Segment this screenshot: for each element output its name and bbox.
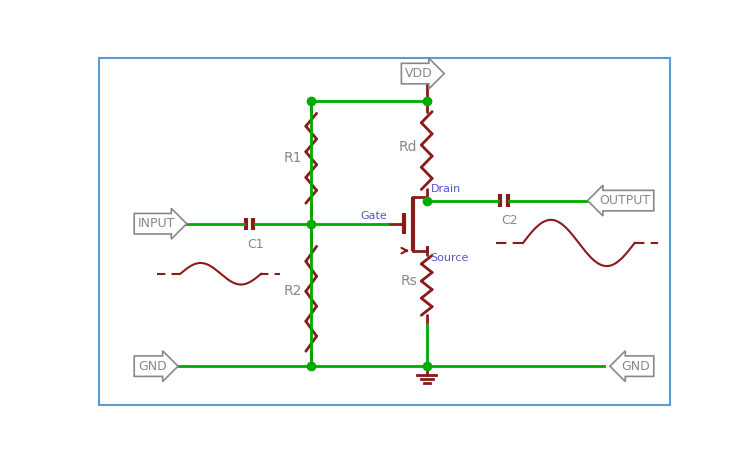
Text: C2: C2 bbox=[502, 214, 518, 228]
Text: Rs: Rs bbox=[400, 274, 418, 288]
Text: INPUT: INPUT bbox=[138, 217, 176, 230]
Text: GND: GND bbox=[138, 360, 166, 373]
Text: Source: Source bbox=[430, 253, 469, 263]
Text: R2: R2 bbox=[284, 284, 302, 298]
Text: C1: C1 bbox=[248, 238, 264, 251]
Text: OUTPUT: OUTPUT bbox=[599, 194, 650, 207]
Text: Rd: Rd bbox=[399, 140, 418, 154]
Text: R1: R1 bbox=[284, 151, 302, 165]
Text: Drain: Drain bbox=[430, 185, 460, 195]
Text: Gate: Gate bbox=[360, 211, 387, 221]
Text: GND: GND bbox=[621, 360, 650, 373]
Text: VDD: VDD bbox=[405, 67, 433, 80]
